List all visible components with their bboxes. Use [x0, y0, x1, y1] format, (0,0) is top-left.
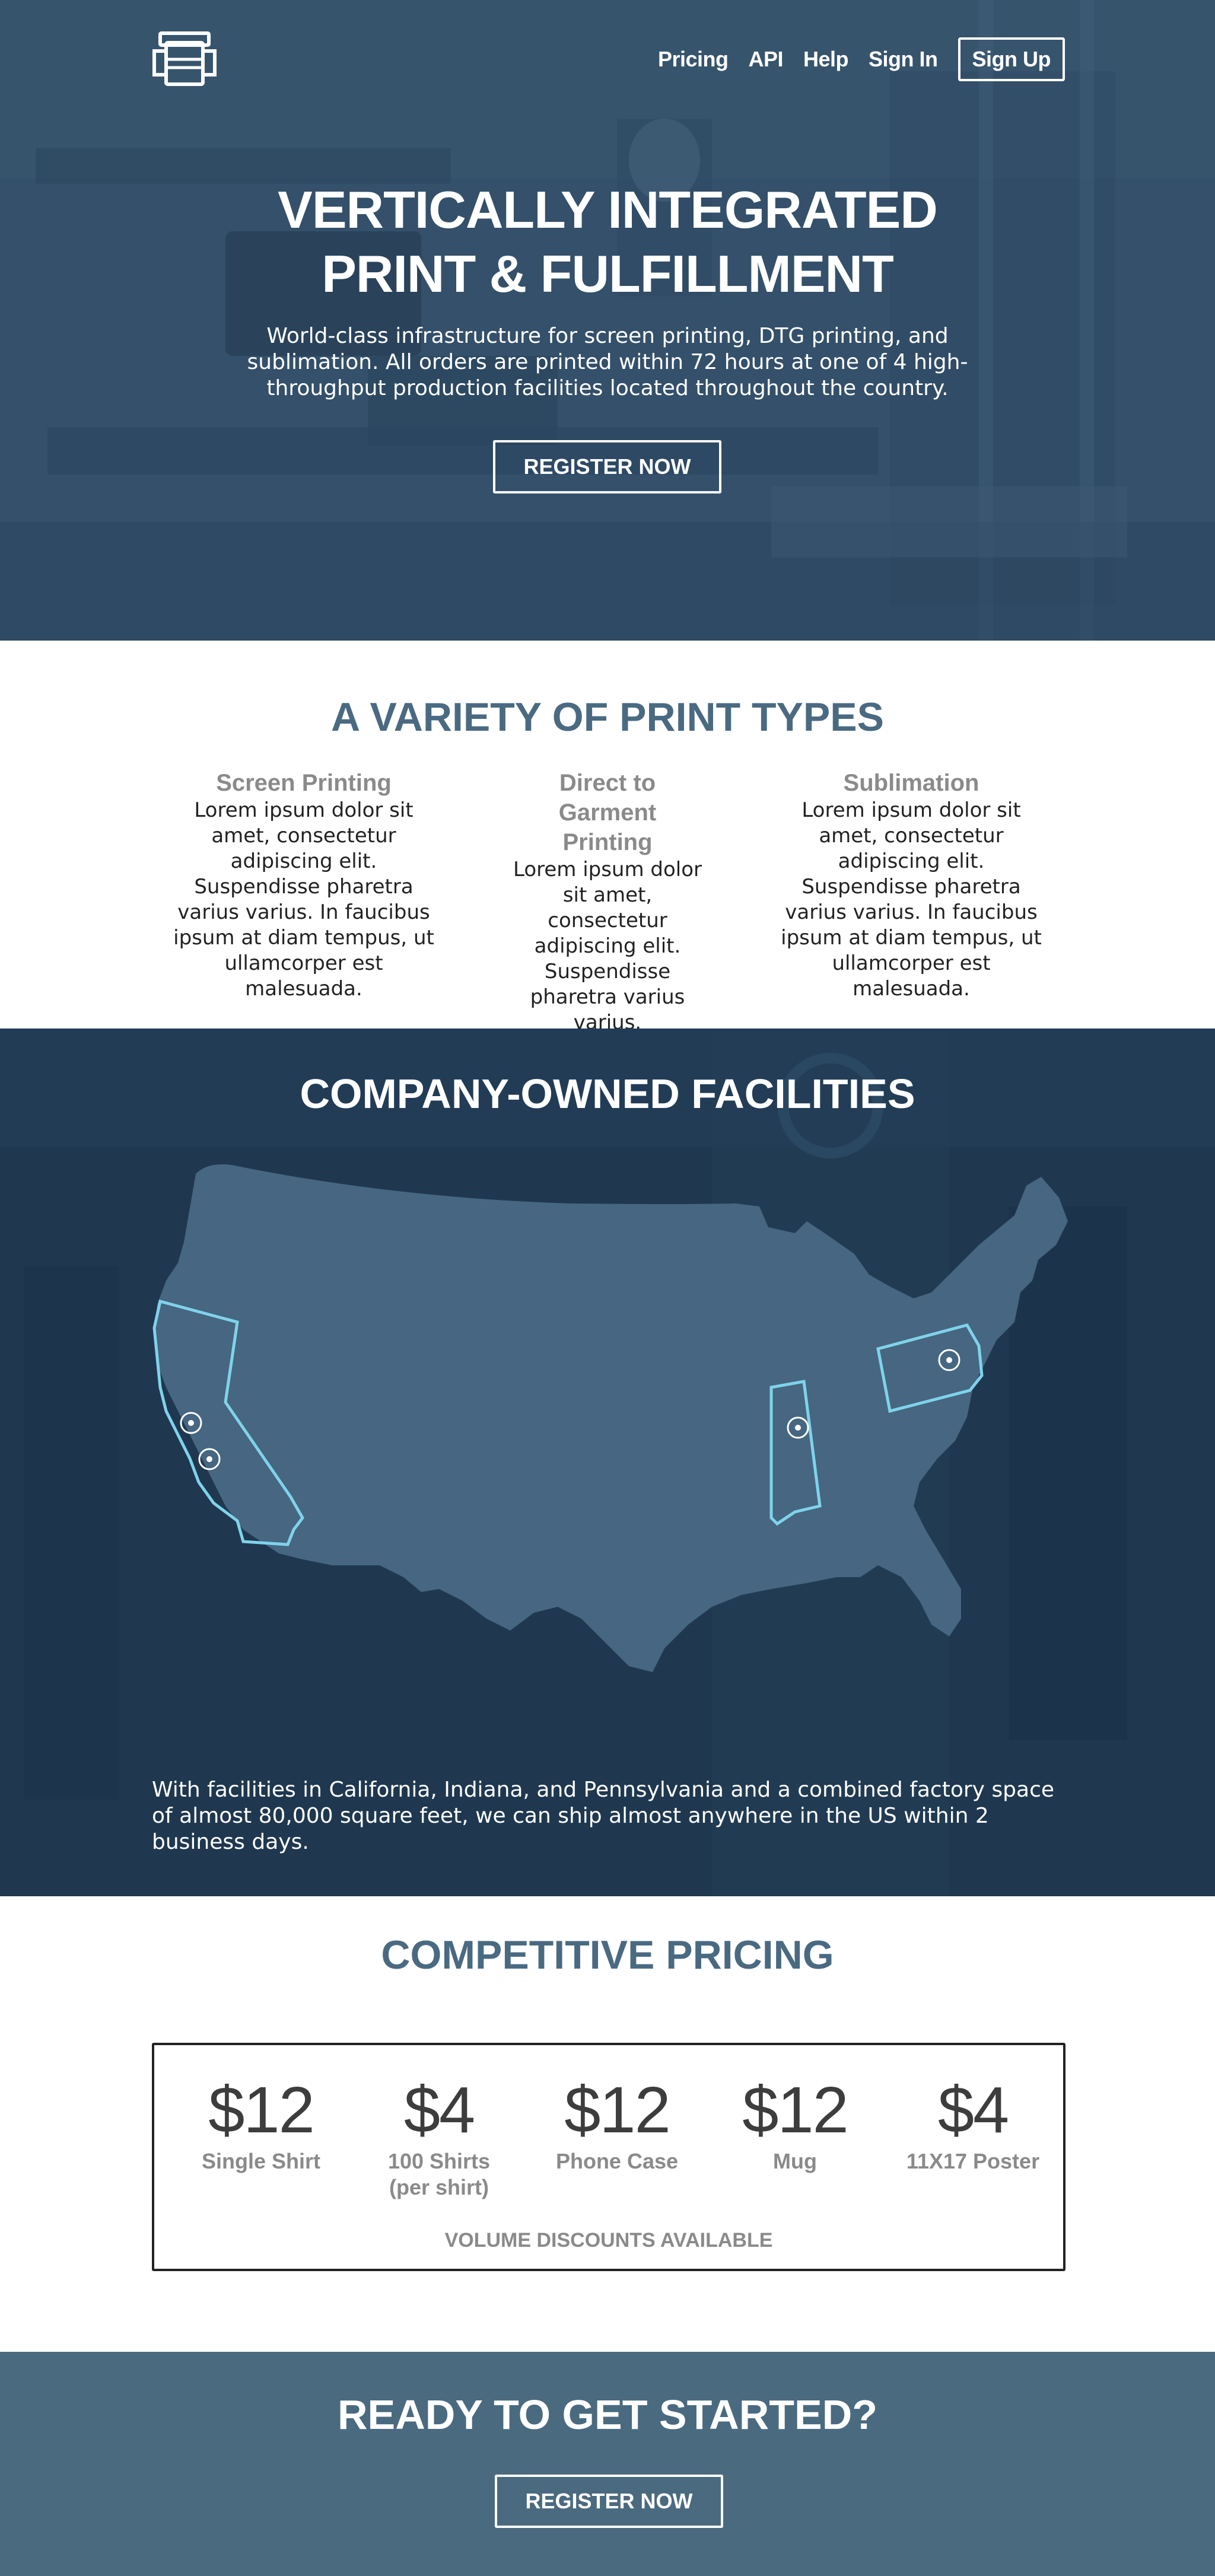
hero-register-button[interactable]: REGISTER NOW: [493, 440, 721, 493]
hero-title-line-2: PRINT & FULFILLMENT: [322, 244, 894, 303]
facilities-section: COMPANY-OWNED FACILITIES With facilities…: [0, 1029, 1215, 1896]
price-label: 100 Shirts (per shirt): [387, 2149, 491, 2199]
price-label: Mug: [773, 2149, 817, 2173]
cta-section: READY TO GET STARTED? REGISTER NOW: [0, 2352, 1215, 2576]
indiana-outline: [769, 1380, 822, 1526]
volume-discounts-note: VOLUME DISCOUNTS AVAILABLE: [444, 2229, 773, 2252]
price-value: $12: [742, 2074, 849, 2147]
price-value: $12: [208, 2074, 315, 2147]
us-map: [152, 1164, 1068, 1672]
print-type-name: Screen Printing: [216, 770, 392, 796]
print-types-section: A VARIETY OF PRINT TYPES Screen Printing…: [0, 641, 1215, 1034]
cta-register-button[interactable]: REGISTER NOW: [495, 2475, 723, 2528]
nav-signin-link[interactable]: Sign In: [869, 47, 938, 71]
nav-pricing-link[interactable]: Pricing: [657, 47, 729, 71]
print-type-description: Lorem ipsum dolor sit amet, consectetur …: [513, 858, 702, 1034]
us-map-shape: [154, 1164, 1068, 1672]
print-type-screen: Screen Printing Lorem ipsum dolor sit am…: [173, 768, 434, 1002]
pricing-title: COMPETITIVE PRICING: [381, 1932, 834, 1978]
price-label: 11X17 Poster: [906, 2149, 1040, 2173]
top-navigation: Pricing API Help Sign In Sign Up: [152, 31, 1065, 88]
print-type-dtg: Direct to Garment Printing Lorem ipsum d…: [477, 768, 738, 1036]
price-item: $4 100 Shirts (per shirt): [350, 2075, 528, 2201]
cta-title: READY TO GET STARTED?: [337, 2392, 878, 2438]
nav-signup-button[interactable]: Sign Up: [958, 37, 1065, 81]
hero-title-line-1: VERTICALLY INTEGRATED: [278, 180, 938, 239]
nav-links: Pricing API Help Sign In Sign Up: [658, 37, 1065, 81]
hero-background-image: [0, 0, 1215, 641]
facilities-title: COMPANY-OWNED FACILITIES: [300, 1071, 915, 1117]
price-label: Phone Case: [555, 2149, 679, 2173]
print-type-name: Direct to Garment Printing: [558, 770, 657, 855]
print-types-title: A VARIETY OF PRINT TYPES: [331, 695, 884, 740]
price-value: $12: [564, 2074, 671, 2147]
pricing-box: $12 Single Shirt $4 100 Shirts (per shir…: [152, 2043, 1065, 2271]
facility-marker[interactable]: [180, 1412, 202, 1434]
price-item: $4 11X17 Poster: [884, 2075, 1062, 2174]
california-outline: [152, 1299, 304, 1546]
price-value: $4: [937, 2074, 1009, 2147]
hero-subtitle: World-class infrastructure for screen pr…: [247, 324, 968, 400]
hero-section: Pricing API Help Sign In Sign Up VERTICA…: [0, 0, 1215, 641]
facility-marker[interactable]: [787, 1416, 809, 1439]
nav-help-link[interactable]: Help: [803, 47, 849, 71]
print-type-name: Sublimation: [843, 770, 979, 796]
print-type-description: Lorem ipsum dolor sit amet, consectetur …: [781, 798, 1042, 1001]
print-type-description: Lorem ipsum dolor sit amet, consectetur …: [173, 798, 434, 1001]
facilities-description: With facilities in California, Indiana, …: [152, 1778, 1055, 1854]
price-item: $12 Mug: [706, 2075, 884, 2174]
price-item: $12 Single Shirt: [172, 2075, 350, 2174]
pennsylvania-outline: [876, 1323, 984, 1413]
price-value: $4: [403, 2074, 475, 2147]
hero-title: VERTICALLY INTEGRATED PRINT & FULFILLMEN…: [0, 178, 1215, 306]
price-item: $12 Phone Case: [528, 2075, 706, 2174]
facility-marker[interactable]: [938, 1349, 960, 1371]
pricing-section: COMPETITIVE PRICING $12 Single Shirt $4 …: [0, 1896, 1215, 2352]
print-type-sublimation: Sublimation Lorem ipsum dolor sit amet, …: [781, 768, 1042, 1002]
nav-api-link[interactable]: API: [748, 47, 783, 71]
printer-logo-icon[interactable]: [152, 31, 217, 88]
price-label: Single Shirt: [201, 2149, 321, 2173]
facility-marker[interactable]: [198, 1448, 221, 1470]
